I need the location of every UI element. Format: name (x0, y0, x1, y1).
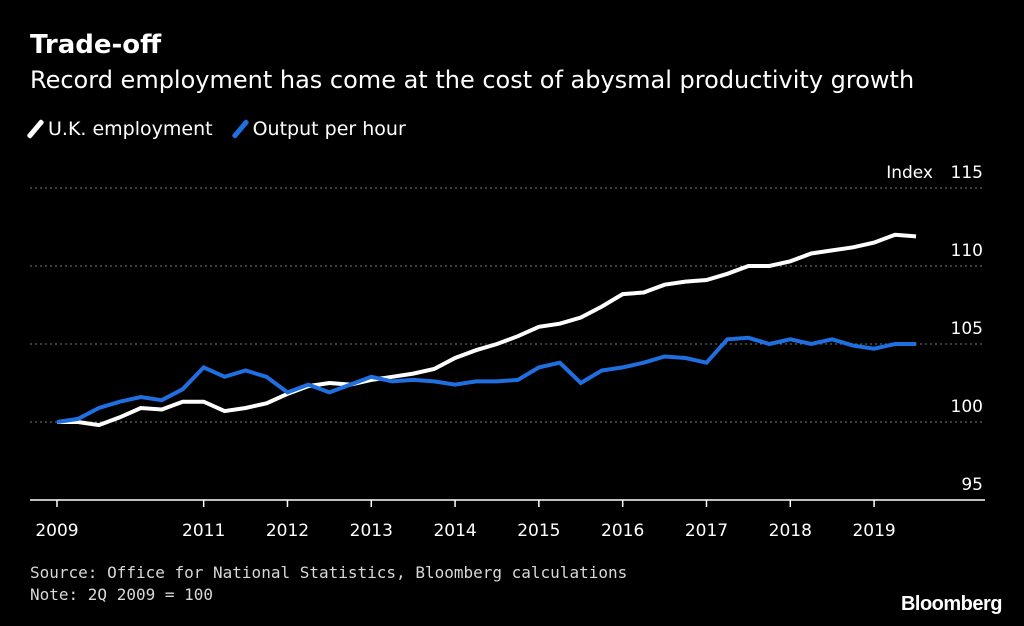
y-tick-label-95: 95 (961, 475, 983, 495)
x-tick-label-2011: 2011 (182, 521, 225, 541)
y-tick-label-110: 110 (951, 241, 983, 261)
series-line-employment (57, 232, 917, 428)
y-tick-label-100: 100 (951, 397, 983, 417)
legend-item-output: Output per hour (235, 118, 406, 140)
x-tick-label-2013: 2013 (350, 521, 393, 541)
x-tick-label-2015: 2015 (517, 521, 560, 541)
chart-footer: Source: Office for National Statistics, … (30, 562, 627, 606)
x-tick-label-2017: 2017 (685, 521, 728, 541)
legend: U.K. employment Output per hour (30, 118, 428, 140)
x-tick-label-2009: 2009 (35, 521, 78, 541)
base-note: Note: 2Q 2009 = 100 (30, 585, 214, 604)
y-axis-label: Index (886, 163, 933, 183)
x-tick-label-2019: 2019 (852, 521, 895, 541)
chart-title: Trade-off (30, 30, 162, 60)
x-tick-label-2012: 2012 (266, 521, 309, 541)
series-line-output-per-hour (56, 335, 916, 424)
x-tick-label-2014: 2014 (433, 521, 476, 541)
legend-label-output: Output per hour (252, 118, 406, 140)
y-tick-label-105: 105 (951, 319, 983, 339)
x-tick-label-2018: 2018 (769, 521, 812, 541)
legend-item-employment: U.K. employment (30, 118, 213, 140)
x-tick-label-2016: 2016 (601, 521, 644, 541)
source-note: Source: Office for National Statistics, … (30, 563, 628, 582)
legend-label-employment: U.K. employment (48, 118, 213, 140)
y-tick-label-115: 115 (951, 163, 983, 183)
chart-subtitle: Record employment has come at the cost o… (30, 66, 915, 94)
bloomberg-logo: Bloomberg (900, 593, 1003, 615)
